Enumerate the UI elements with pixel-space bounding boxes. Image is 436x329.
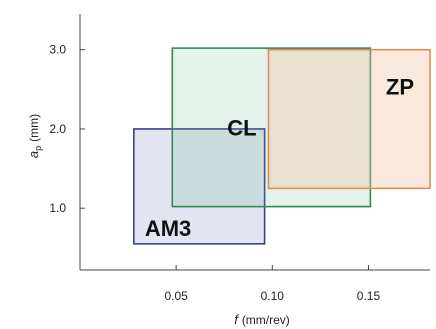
y-axis-unit: (mm) xyxy=(27,114,41,142)
y-tick-label: 2.0 xyxy=(49,122,66,136)
x-tick-label: 0.05 xyxy=(164,289,188,303)
y-tick-label: 3.0 xyxy=(49,43,66,57)
region-label-zp: ZP xyxy=(386,75,414,100)
regions-layer xyxy=(133,47,431,245)
x-axis-symbol: f xyxy=(234,312,239,327)
y-tick-label: 1.0 xyxy=(49,201,66,215)
region-label-cl: CL xyxy=(227,115,256,140)
x-tick-label: 0.10 xyxy=(261,289,285,303)
x-axis-label: f (mm/rev) xyxy=(234,312,290,327)
region-am3 xyxy=(133,128,266,245)
region-label-am3: AM3 xyxy=(145,216,191,241)
x-axis-unit: (mm/rev) xyxy=(242,313,290,327)
ticks-layer: 1.0 2.0 3.0 0.05 0.10 0.15 xyxy=(49,43,380,303)
x-tick-label: 0.15 xyxy=(357,289,381,303)
region-cl xyxy=(171,47,372,208)
y-axis-symbol: a xyxy=(26,151,41,158)
labels-layer: AM3 CL ZP xyxy=(145,75,414,241)
region-zp xyxy=(267,48,431,190)
y-axis-label: ap (mm) xyxy=(26,114,43,158)
y-axis-subscript: p xyxy=(33,146,43,151)
axes-layer xyxy=(79,14,430,271)
